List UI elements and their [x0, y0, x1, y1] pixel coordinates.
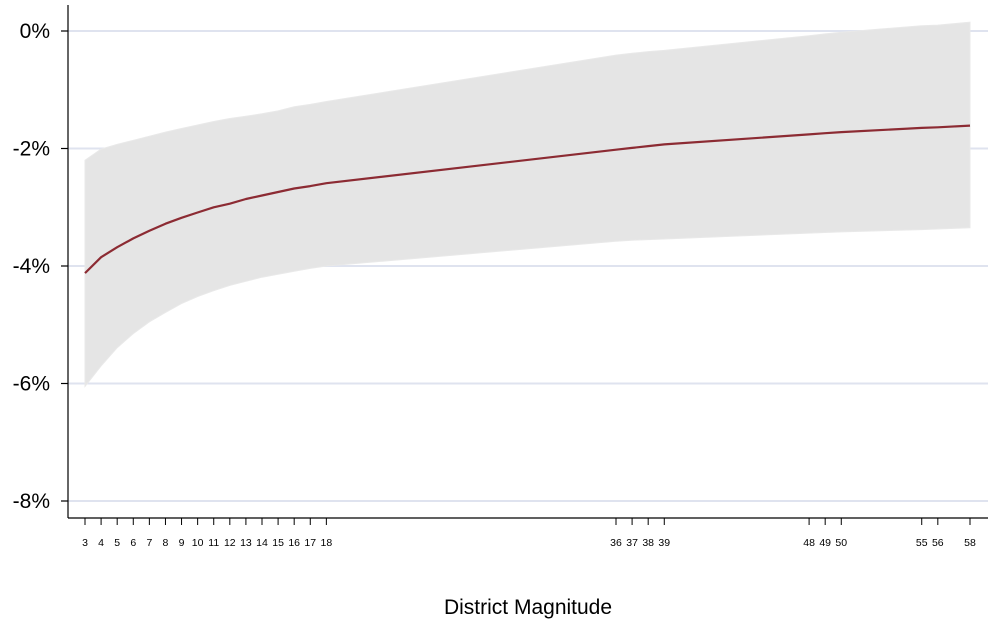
x-tick-label: 9: [179, 537, 185, 549]
x-tick-label: 39: [658, 537, 670, 549]
x-tick-label: 49: [819, 537, 831, 549]
confidence-band-area: [84, 21, 971, 388]
axes: [67, 5, 988, 519]
x-tick-label: 11: [208, 537, 219, 549]
y-tick-label: -4%: [13, 255, 50, 278]
x-tick-label: 5: [114, 537, 120, 549]
x-tick-label: 58: [964, 537, 976, 549]
x-tick-label: 8: [163, 537, 169, 549]
x-tick-label: 48: [803, 537, 815, 549]
x-tick-label: 4: [98, 537, 104, 549]
y-tick-label: -8%: [13, 490, 50, 513]
x-axis-label: District Magnitude: [444, 596, 612, 619]
x-tick-label: 3: [82, 537, 88, 549]
y-tick-label: -2%: [13, 138, 50, 161]
x-tick-label: 50: [835, 537, 847, 549]
series-line: [84, 124, 971, 274]
x-tick-label: 55: [916, 537, 928, 549]
series-line-group: [84, 124, 971, 274]
y-axis-ticks: 0% -2% -4% -6% -8%: [13, 20, 68, 513]
x-tick-label: 10: [192, 537, 204, 549]
confidence-band: [84, 21, 971, 388]
x-tick-label: 15: [272, 537, 284, 549]
x-tick-label: 16: [288, 537, 300, 549]
x-tick-label: 17: [304, 537, 316, 549]
x-tick-label: 56: [932, 537, 944, 549]
x-tick-label: 38: [642, 537, 654, 549]
x-tick-label: 7: [146, 537, 152, 549]
x-tick-label: 13: [240, 537, 252, 549]
x-tick-label: 36: [610, 537, 622, 549]
y-tick-label: 0%: [20, 20, 50, 43]
y-tick-label: -6%: [13, 373, 50, 396]
x-tick-label: 6: [130, 537, 136, 549]
x-tick-label: 37: [626, 537, 638, 549]
x-axis-ticks: 3 4 5 6 7 8 9 10 11 12 13 14 15 16 17 18 36 37 38 39 48 49 50 5…: [82, 518, 976, 549]
x-tick-label: 18: [321, 537, 333, 549]
x-tick-label: 14: [256, 537, 268, 549]
x-tick-label: 12: [224, 537, 236, 549]
